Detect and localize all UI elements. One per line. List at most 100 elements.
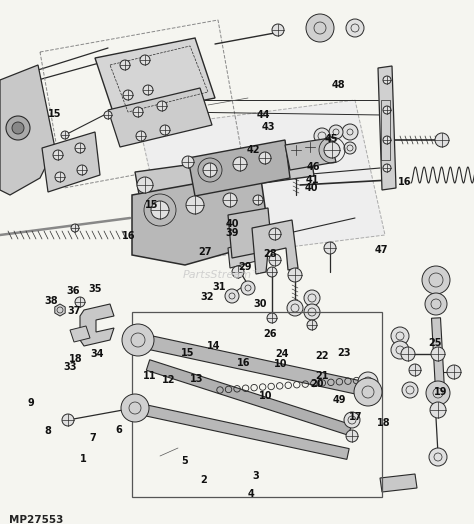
Circle shape: [347, 145, 353, 151]
Polygon shape: [228, 240, 260, 268]
Circle shape: [75, 297, 85, 307]
Circle shape: [354, 378, 382, 406]
Circle shape: [288, 268, 302, 282]
Circle shape: [362, 386, 374, 398]
Polygon shape: [228, 208, 272, 258]
Text: 40: 40: [304, 182, 318, 193]
Circle shape: [314, 128, 330, 144]
Text: 14: 14: [207, 341, 220, 351]
Circle shape: [348, 416, 356, 424]
Circle shape: [305, 142, 315, 152]
Text: 19: 19: [434, 387, 447, 397]
Circle shape: [391, 327, 409, 345]
Circle shape: [71, 224, 79, 232]
Text: 9: 9: [27, 398, 34, 409]
Polygon shape: [134, 402, 349, 460]
Circle shape: [402, 382, 418, 398]
Text: 42: 42: [246, 145, 260, 155]
Text: 29: 29: [238, 262, 252, 272]
Circle shape: [429, 273, 443, 287]
Text: 20: 20: [310, 378, 323, 389]
Circle shape: [396, 346, 404, 354]
Text: 36: 36: [67, 286, 80, 297]
Circle shape: [133, 107, 143, 117]
Text: 37: 37: [68, 306, 81, 316]
Text: 32: 32: [201, 291, 214, 302]
Circle shape: [308, 308, 316, 316]
Text: 26: 26: [264, 329, 277, 340]
Circle shape: [253, 195, 263, 205]
Polygon shape: [140, 100, 385, 262]
Circle shape: [383, 106, 391, 114]
Text: 8: 8: [44, 425, 51, 436]
Text: 30: 30: [253, 299, 266, 309]
Circle shape: [333, 129, 339, 135]
Circle shape: [430, 402, 446, 418]
Text: 33: 33: [64, 362, 77, 372]
Circle shape: [342, 124, 358, 140]
Circle shape: [182, 156, 194, 168]
Circle shape: [6, 116, 30, 140]
Circle shape: [157, 101, 167, 111]
Polygon shape: [0, 65, 55, 195]
Circle shape: [434, 453, 442, 461]
Circle shape: [363, 377, 373, 387]
Text: 16: 16: [122, 231, 136, 241]
Circle shape: [307, 320, 317, 330]
Circle shape: [314, 22, 326, 34]
Polygon shape: [42, 132, 100, 192]
Text: 47: 47: [374, 245, 388, 256]
Circle shape: [287, 300, 303, 316]
Text: 12: 12: [162, 375, 175, 386]
Circle shape: [225, 289, 239, 303]
Text: 39: 39: [226, 227, 239, 238]
Circle shape: [306, 14, 334, 42]
Circle shape: [160, 125, 170, 135]
Circle shape: [121, 394, 149, 422]
Text: 43: 43: [262, 122, 275, 132]
Text: 23: 23: [337, 348, 351, 358]
Text: 6: 6: [115, 424, 122, 435]
Text: 40: 40: [226, 219, 239, 230]
Circle shape: [123, 90, 133, 100]
Polygon shape: [55, 304, 65, 316]
Circle shape: [223, 193, 237, 207]
Text: 31: 31: [212, 282, 226, 292]
Circle shape: [122, 324, 154, 356]
Text: 46: 46: [307, 161, 320, 172]
Text: 16: 16: [237, 358, 251, 368]
Text: 24: 24: [275, 349, 288, 359]
Circle shape: [61, 131, 69, 139]
Polygon shape: [431, 318, 445, 390]
Text: 48: 48: [332, 80, 345, 90]
Polygon shape: [70, 326, 90, 342]
Circle shape: [131, 333, 145, 347]
Text: 1: 1: [80, 454, 86, 464]
Circle shape: [429, 448, 447, 466]
Circle shape: [53, 150, 63, 160]
Circle shape: [55, 172, 65, 182]
Circle shape: [344, 412, 360, 428]
Text: 25: 25: [428, 337, 442, 348]
Circle shape: [229, 293, 235, 299]
Circle shape: [425, 293, 447, 315]
Circle shape: [75, 143, 85, 153]
Text: 49: 49: [333, 395, 346, 406]
Text: 41: 41: [306, 175, 319, 185]
Circle shape: [324, 242, 336, 254]
Circle shape: [267, 313, 277, 323]
Circle shape: [259, 152, 271, 164]
Polygon shape: [108, 88, 212, 147]
Polygon shape: [95, 38, 215, 118]
Circle shape: [186, 196, 204, 214]
Circle shape: [422, 266, 450, 294]
Text: 22: 22: [316, 351, 329, 362]
Circle shape: [136, 131, 146, 141]
Circle shape: [143, 85, 153, 95]
Polygon shape: [378, 66, 396, 190]
Circle shape: [447, 365, 461, 379]
Text: 2: 2: [201, 475, 207, 485]
Circle shape: [383, 136, 391, 144]
Text: 18: 18: [377, 418, 391, 429]
Polygon shape: [135, 148, 314, 200]
